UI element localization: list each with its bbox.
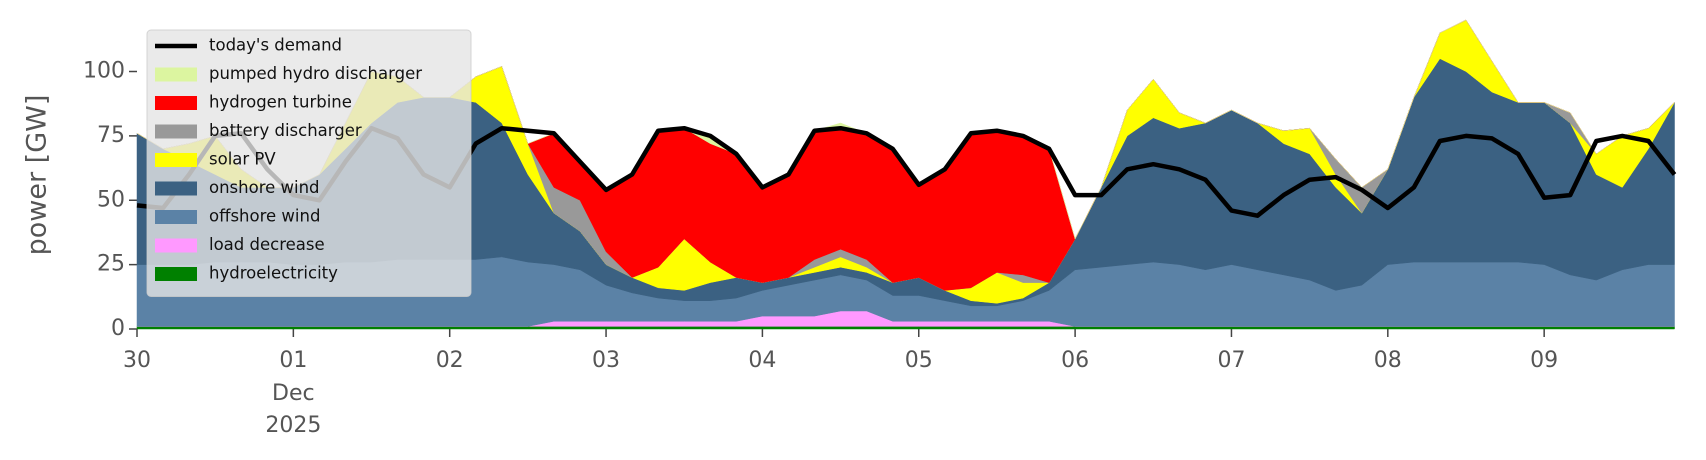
legend-swatch (155, 267, 197, 281)
y-tick-label: 25 (97, 252, 125, 277)
legend-box (146, 29, 472, 297)
legend-swatch (155, 96, 197, 110)
x-tick-label: 08 (1374, 348, 1402, 373)
x-tick-label: 07 (1217, 348, 1245, 373)
x-tick-label: 05 (905, 348, 933, 373)
legend-swatch (155, 124, 197, 139)
y-tick-label: 50 (97, 187, 125, 212)
legend-label: today's demand (209, 36, 342, 55)
legend-label: pumped hydro discharger (209, 64, 422, 83)
legend-swatch (155, 238, 197, 253)
legend-label: solar PV (209, 150, 276, 169)
x-tick-label: 04 (748, 348, 776, 373)
legend-label: offshore wind (209, 207, 320, 226)
legend-label: hydroelectricity (209, 264, 338, 283)
legend-label: battery discharger (209, 121, 362, 140)
legend-label: onshore wind (209, 178, 320, 197)
x-tick-label: 02 (436, 348, 464, 373)
x-tick-label: 30 (123, 348, 151, 373)
legend-swatch (155, 181, 197, 196)
legend-swatch (155, 67, 197, 82)
area (136, 326, 1675, 330)
y-tick-label: 75 (97, 123, 125, 148)
x-tick-label: 01 (279, 348, 307, 373)
x-tick-label: 03 (592, 348, 620, 373)
y-axis-label: power [GW] (22, 95, 53, 256)
y-tick-label: 100 (83, 59, 125, 84)
y-tick-label: 0 (111, 316, 125, 341)
x-tick-label: 06 (1061, 348, 1089, 373)
legend-swatch (155, 210, 197, 224)
legend-label: hydrogen turbine (209, 93, 352, 112)
x-tick-sublabel: 2025 (265, 413, 321, 438)
x-tick-label: 09 (1530, 348, 1558, 373)
legend-label: load decrease (209, 235, 325, 254)
x-tick-sublabel: Dec (272, 381, 315, 406)
legend-swatch (155, 153, 197, 167)
